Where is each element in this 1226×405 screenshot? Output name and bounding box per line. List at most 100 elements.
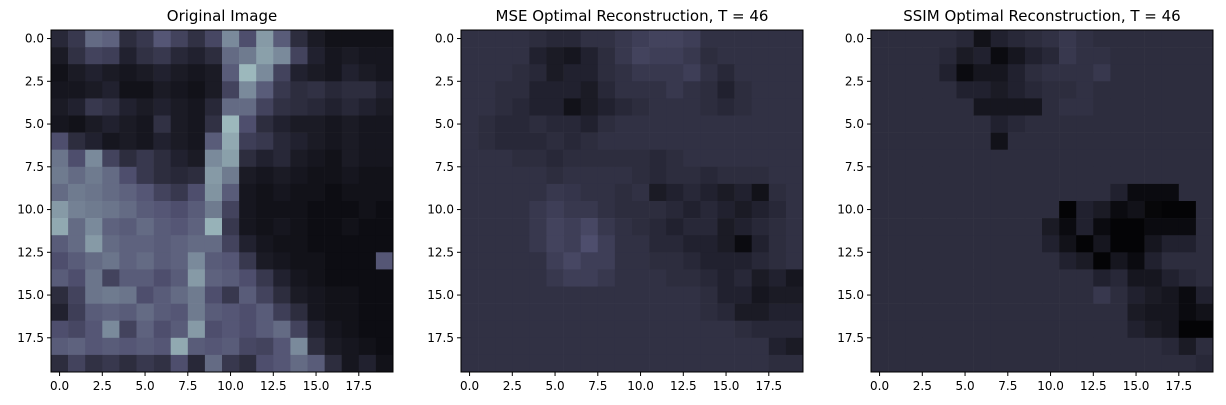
heatmap-cell: [204, 201, 223, 219]
heatmap-cell: [256, 235, 274, 253]
heatmap-cell: [700, 64, 718, 82]
heatmap-cell: [1195, 235, 1214, 253]
heatmap-cell: [956, 218, 974, 236]
heatmap-cell: [1007, 286, 1026, 304]
heatmap-cell: [683, 218, 701, 236]
heatmap-cell: [222, 166, 240, 185]
heatmap-cell: [563, 320, 581, 339]
heatmap-cell: [683, 98, 701, 116]
heatmap-cell: [461, 354, 479, 373]
heatmap-cell: [614, 201, 633, 219]
heatmap-cell: [136, 47, 154, 65]
heatmap-cell: [170, 303, 189, 321]
heatmap-cell: [256, 286, 274, 304]
heatmap-cell: [1093, 337, 1111, 356]
heatmap-cell: [580, 30, 599, 48]
heatmap-cell: [239, 149, 257, 168]
heatmap-cell: [290, 218, 308, 236]
heatmap-cell: [717, 64, 735, 82]
heatmap-cell: [273, 235, 291, 253]
x-tick-label: 0.0: [50, 379, 69, 393]
heatmap-cell: [222, 98, 240, 116]
heatmap-cell: [580, 235, 599, 253]
heatmap-cell: [649, 183, 667, 202]
heatmap-cell: [170, 64, 189, 82]
heatmap-cell: [905, 201, 923, 219]
heatmap-cell: [153, 64, 171, 82]
heatmap-cell: [170, 286, 189, 304]
heatmap-cell: [119, 252, 137, 270]
heatmap-cell: [153, 337, 171, 356]
heatmap-cell: [256, 115, 274, 133]
heatmap-cell: [1127, 235, 1145, 253]
heatmap-cell: [700, 183, 718, 202]
heatmap-cell: [905, 30, 923, 48]
heatmap-cell: [478, 166, 496, 185]
heatmap-cell: [768, 98, 787, 116]
heatmap-cell: [888, 201, 906, 219]
heatmap-cell: [324, 201, 342, 219]
heatmap-cell: [290, 320, 308, 339]
heatmap-cell: [717, 286, 735, 304]
heatmap-cell: [751, 132, 770, 150]
heatmap-cell: [256, 320, 274, 339]
heatmap-cell: [632, 201, 650, 219]
heatmap-cell: [170, 81, 189, 99]
heatmap-cell: [683, 252, 701, 270]
heatmap-cell: [119, 166, 137, 185]
heatmap-cell: [614, 320, 633, 339]
heatmap-cell: [478, 337, 496, 356]
x-tick-label: 7.5: [588, 379, 607, 393]
heatmap-cell: [546, 201, 564, 219]
heatmap-cell: [324, 64, 342, 82]
heatmap-cell: [461, 81, 479, 99]
y-tick-label: 2.5: [435, 74, 454, 88]
heatmap-cell: [290, 81, 308, 99]
heatmap-cell: [85, 98, 103, 116]
heatmap-cell: [529, 30, 547, 48]
heatmap-cell: [1059, 115, 1077, 133]
heatmap-cell: [119, 98, 137, 116]
heatmap-cell: [273, 286, 291, 304]
heatmap-cell: [871, 183, 889, 202]
heatmap-cell: [239, 166, 257, 185]
heatmap-cell: [358, 320, 377, 339]
heatmap-cell: [956, 235, 974, 253]
heatmap-cell: [597, 30, 616, 48]
heatmap-cell: [290, 47, 308, 65]
heatmap-cell: [597, 269, 616, 287]
y-tick-label: 17.5: [837, 331, 864, 345]
heatmap-cell: [102, 166, 120, 185]
heatmap-cell: [939, 269, 957, 287]
heatmap-cell: [1042, 269, 1060, 287]
heatmap-cell: [751, 64, 770, 82]
heatmap-cell: [1059, 64, 1077, 82]
heatmap-cell: [597, 166, 616, 185]
heatmap-cell: [973, 337, 991, 356]
heatmap-cell: [187, 286, 206, 304]
heatmap-cell: [1110, 303, 1128, 321]
heatmap-cell: [1178, 252, 1197, 270]
heatmap-cell: [307, 47, 325, 65]
heatmap-cell: [785, 303, 804, 321]
heatmap-cell: [683, 235, 701, 253]
heatmap-cell: [717, 235, 735, 253]
heatmap-cell: [666, 218, 684, 236]
heatmap-cell: [1110, 115, 1128, 133]
heatmap-cell: [51, 98, 69, 116]
heatmap-cell: [375, 98, 394, 116]
heatmap-cell: [290, 354, 308, 373]
heatmap-cell: [358, 30, 377, 48]
heatmap-cell: [1127, 64, 1145, 82]
heatmap-cell: [990, 30, 1009, 48]
heatmap-cell: [1076, 98, 1094, 116]
heatmap-cell: [1007, 132, 1026, 150]
heatmap-cell: [990, 286, 1009, 304]
heatmap-cell: [68, 303, 86, 321]
heatmap-cell: [358, 166, 377, 185]
heatmap-cell: [939, 47, 957, 65]
heatmap-cell: [1178, 149, 1197, 168]
heatmap-cell: [187, 235, 206, 253]
heatmap-cell: [529, 64, 547, 82]
heatmap-cell: [939, 354, 957, 373]
